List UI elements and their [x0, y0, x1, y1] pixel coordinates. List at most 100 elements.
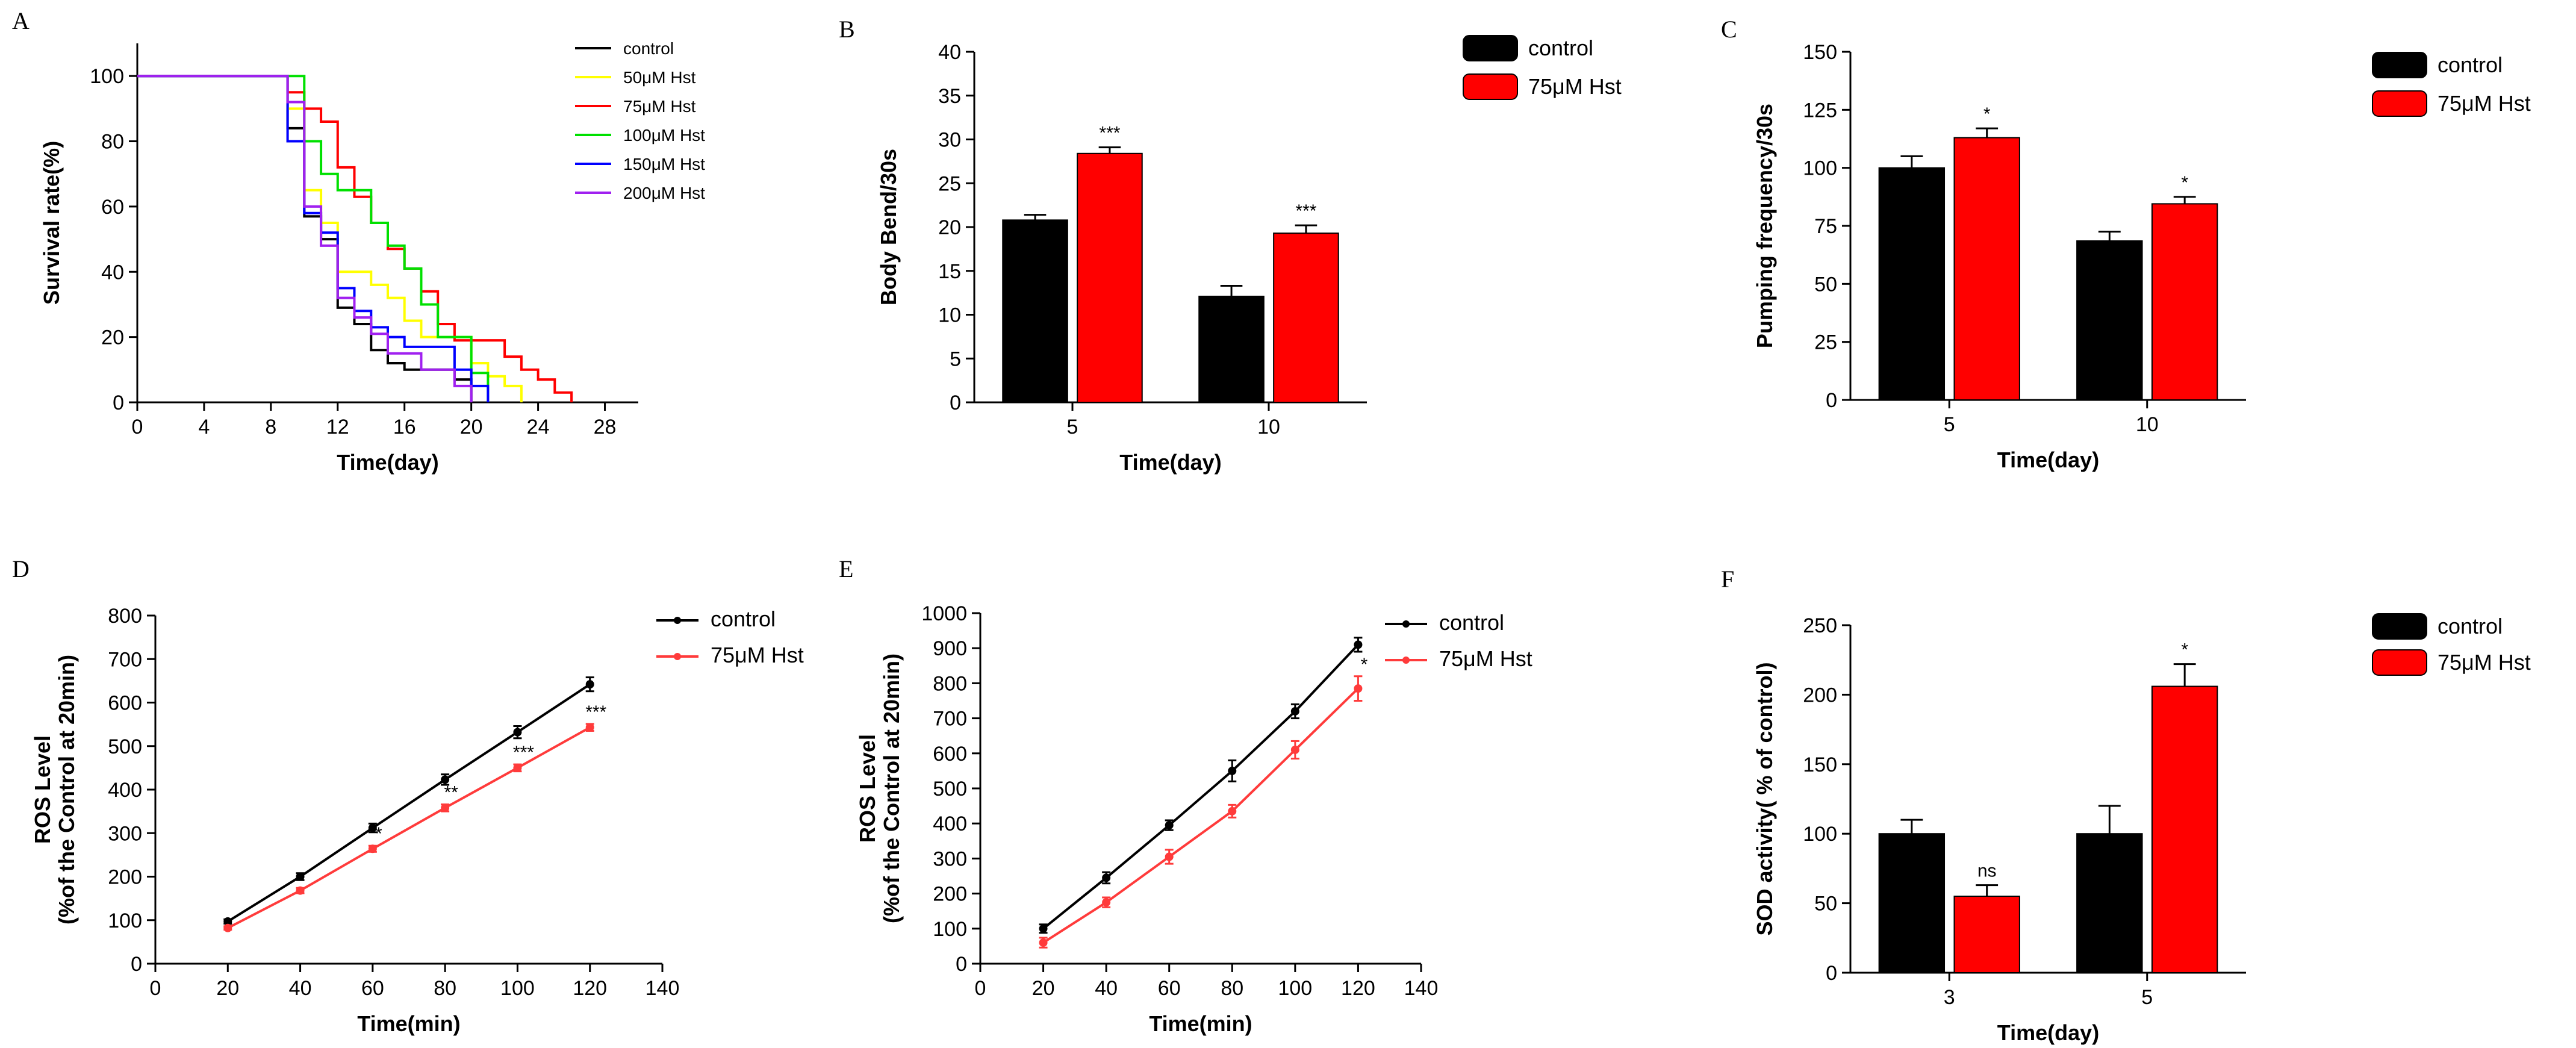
- legend-swatch: [1463, 35, 1518, 61]
- y-axis-title-line2: (%of the Control at 20min): [54, 655, 79, 925]
- y-tick-label: 0: [1826, 389, 1837, 412]
- y-tick-label: 500: [108, 735, 142, 758]
- data-point: [585, 680, 594, 689]
- y-tick-label: 150: [1803, 753, 1837, 776]
- legend-label: 75μM Hst: [1528, 74, 1622, 99]
- x-tick-label: 5: [1944, 413, 1955, 436]
- y-tick-label: 100: [108, 909, 142, 932]
- x-tick-label: 12: [326, 416, 349, 438]
- x-tick-label: 20: [1032, 977, 1055, 1000]
- significance-label: ***: [1099, 123, 1120, 143]
- legend-swatch: [1463, 73, 1518, 100]
- significance-label: *: [1983, 104, 1991, 124]
- x-axis-title: Time(day): [1997, 448, 2099, 472]
- x-tick-label: 0: [132, 416, 143, 438]
- series-line: [227, 683, 591, 923]
- bar: [2076, 833, 2143, 973]
- y-tick-label: 200: [1803, 684, 1837, 706]
- y-tick-label: 300: [933, 847, 967, 870]
- y-tick-label: 0: [1826, 962, 1837, 985]
- x-tick-label: 10: [1257, 416, 1280, 438]
- significance-label: *: [375, 824, 382, 844]
- x-tick-label: 80: [434, 977, 456, 1000]
- legend-marker: [674, 653, 681, 660]
- y-tick-label: 75: [1814, 215, 1837, 238]
- data-point: [1102, 873, 1111, 882]
- data-point: [368, 823, 377, 832]
- y-tick-label: 25: [1814, 331, 1837, 354]
- y-tick-label: 800: [108, 605, 142, 628]
- data-point: [1354, 640, 1363, 649]
- x-axis-title: Time(day): [1119, 450, 1221, 475]
- y-tick-label: 100: [1803, 157, 1837, 180]
- panel-label-c: C: [1721, 16, 1737, 43]
- y-tick-label: 0: [950, 391, 961, 414]
- y-tick-label: 10: [938, 304, 961, 327]
- y-tick-label: 0: [956, 953, 967, 976]
- x-tick-label: 8: [265, 416, 276, 438]
- legend-marker: [1402, 620, 1410, 628]
- bar: [1273, 232, 1339, 403]
- x-tick-label: 100: [500, 977, 535, 1000]
- y-axis-title-line2: (%of the Control at 20min): [879, 653, 904, 923]
- bar: [1077, 152, 1143, 403]
- x-axis-title: Time(day): [1997, 1020, 2099, 1045]
- legend-swatch: [2372, 613, 2427, 640]
- data-point: [1039, 924, 1048, 933]
- y-tick-label: 20: [938, 216, 961, 239]
- significance-label: ns: [1977, 861, 1997, 881]
- y-tick-label: 600: [933, 743, 967, 766]
- panel-label-a: A: [12, 7, 30, 34]
- survival-curve: [137, 75, 490, 402]
- survival-curve: [137, 75, 473, 402]
- legend-label: 50μM Hst: [623, 68, 696, 87]
- data-point: [1102, 898, 1111, 907]
- data-point: [1165, 821, 1174, 830]
- y-tick-label: 5: [950, 348, 961, 370]
- y-axis-title: Body Bend/30s: [876, 149, 901, 305]
- bar: [2151, 685, 2218, 973]
- x-tick-label: 100: [1278, 977, 1312, 1000]
- panel-label-b: B: [839, 16, 855, 43]
- legend-swatch: [2372, 90, 2427, 117]
- data-point: [1165, 852, 1174, 861]
- legend-label: control: [1439, 610, 1504, 635]
- y-tick-label: 250: [1803, 614, 1837, 637]
- y-tick-label: 100: [1803, 823, 1837, 846]
- y-axis-title: Survival rate(%): [39, 141, 64, 305]
- bar: [2076, 240, 2143, 401]
- y-tick-label: 500: [933, 778, 967, 800]
- x-tick-label: 0: [975, 977, 986, 1000]
- data-point: [1354, 684, 1363, 693]
- x-tick-label: 140: [646, 977, 680, 1000]
- series-line: [1042, 644, 1359, 930]
- y-tick-label: 40: [101, 261, 124, 284]
- x-tick-label: 10: [2136, 413, 2159, 436]
- y-tick-label: 60: [101, 196, 124, 219]
- data-point: [223, 917, 232, 926]
- data-point: [223, 923, 232, 932]
- significance-label: *: [2181, 173, 2188, 193]
- data-point: [585, 723, 594, 732]
- legend-label: 150μM Hst: [623, 155, 705, 173]
- pumping-frequency-chart: 0 25 50 75 100 125 150 Pumping frequency/30s Tim…: [1752, 41, 2531, 472]
- data-point: [513, 763, 522, 772]
- legend-label: control: [623, 39, 674, 58]
- y-tick-label: 125: [1803, 99, 1837, 122]
- significance-label: *: [2181, 640, 2188, 660]
- legend-swatch: [2372, 52, 2427, 78]
- y-tick-label: 1000: [921, 602, 967, 625]
- legend-label: control: [711, 607, 776, 631]
- data-point: [296, 886, 305, 895]
- legend-label: 100μM Hst: [623, 126, 705, 145]
- significance-label: *: [1361, 655, 1368, 675]
- x-axis-title: Time(day): [337, 450, 438, 475]
- legend-label: 75μM Hst: [711, 643, 804, 667]
- x-axis-title: Time(min): [1149, 1011, 1252, 1036]
- legend-label: 75μM Hst: [1439, 646, 1532, 671]
- legend-label: control: [2438, 614, 2503, 638]
- x-tick-label: 60: [1158, 977, 1181, 1000]
- y-tick-label: 200: [108, 866, 142, 889]
- y-axis-title: Pumping frequency/30s: [1752, 104, 1777, 348]
